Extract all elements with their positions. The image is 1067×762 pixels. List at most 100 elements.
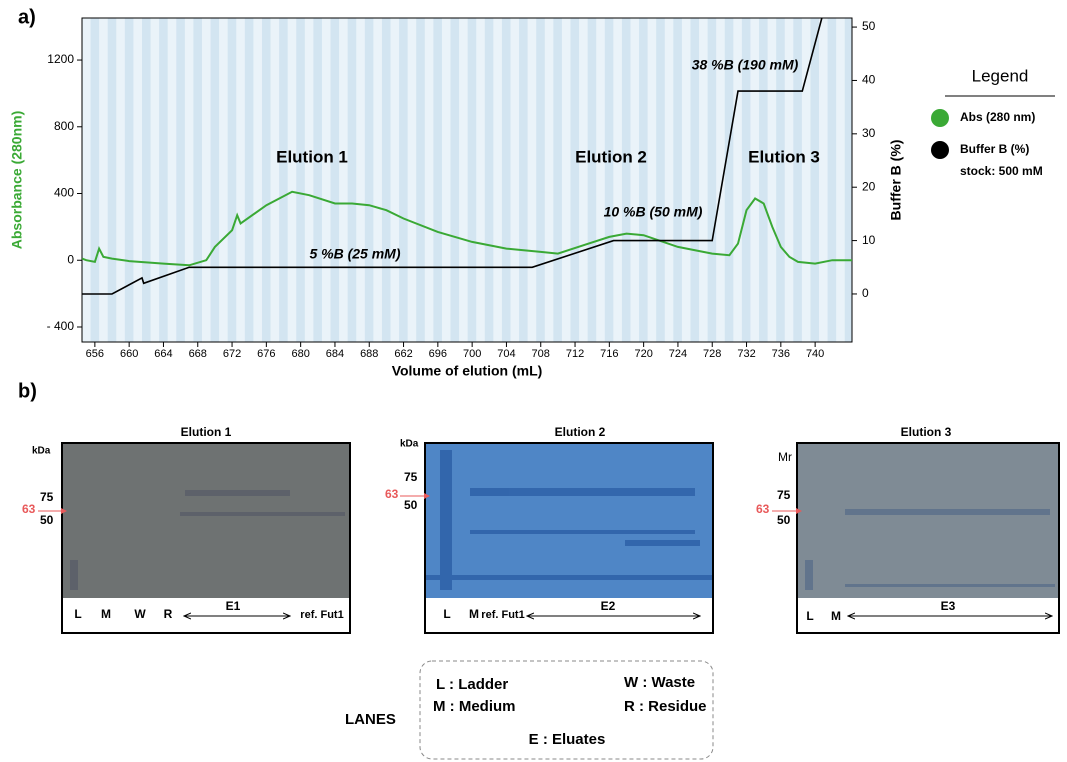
stripe	[124, 18, 134, 342]
legend-label: Abs (280 nm)	[960, 110, 1035, 124]
y-tick-label: 800	[54, 119, 74, 133]
x-tick-label: 728	[703, 348, 721, 360]
x-tick-label: 662	[394, 348, 412, 360]
reference-label: 63	[385, 487, 399, 501]
lane-label: ref. Fut1	[481, 609, 524, 621]
gel-bands	[70, 490, 345, 590]
gel-frame	[61, 442, 351, 634]
marker-label: 75	[40, 490, 54, 504]
lane-label: R	[164, 607, 173, 621]
x-tick-label: 656	[86, 348, 104, 360]
stripe	[433, 18, 442, 342]
x-tick-label: 708	[532, 348, 550, 360]
plot-background	[82, 18, 852, 342]
lane-label: E3	[941, 599, 956, 613]
series-group	[82, 18, 852, 295]
y2-tick-label: 20	[862, 179, 876, 193]
stripe	[261, 18, 271, 342]
x-tick-label: 660	[120, 348, 138, 360]
gel-bands	[805, 509, 1055, 590]
x-tick-label: 688	[360, 348, 378, 360]
marker-unit: kDa	[400, 439, 419, 450]
stripe	[741, 18, 751, 342]
stripe	[364, 18, 374, 342]
lane-label: L	[443, 607, 450, 621]
x-tick-label: 720	[634, 348, 652, 360]
lanes-legend-entry: E : Eluates	[529, 731, 606, 748]
gel-title: Elution 1	[181, 425, 232, 439]
gel-image	[425, 443, 713, 598]
marker-label: 50	[777, 513, 791, 527]
lanes-legend-title: LANES	[345, 711, 396, 728]
stripe	[776, 18, 785, 342]
marker-label: 75	[404, 470, 418, 484]
stripe	[193, 18, 202, 342]
stripe	[810, 18, 820, 342]
gel-title: Elution 3	[901, 425, 952, 439]
marker-label: 75	[777, 488, 791, 502]
stripe	[707, 18, 717, 342]
plot-area	[82, 18, 852, 342]
stripe	[553, 18, 562, 342]
legend-note: stock: 500 mM	[960, 164, 1043, 178]
stripe	[501, 18, 511, 342]
stripe	[90, 18, 100, 342]
gel-image	[797, 443, 1059, 598]
stripe	[793, 18, 802, 342]
marker-label: 50	[40, 513, 54, 527]
stripe	[690, 18, 700, 342]
x-tick-label: 684	[326, 348, 344, 360]
legend-swatch	[931, 109, 949, 127]
gel-image	[62, 443, 350, 598]
annotation: Elution 3	[748, 147, 820, 166]
stripe	[107, 18, 117, 342]
y-tick-label: 0	[67, 252, 74, 266]
panel-label: a)	[18, 6, 36, 28]
y-axis-label: Absorbance (280nm)	[9, 111, 25, 249]
stripe	[210, 18, 220, 342]
y-tick-label: 1200	[47, 52, 74, 66]
lane-label: E1	[226, 599, 241, 613]
lane-label: ref. Fut1	[300, 609, 343, 621]
annotation: 5 %B (25 mM)	[309, 246, 400, 262]
plot-frame	[81, 17, 853, 343]
stripe	[227, 18, 237, 342]
y2-tick-label: 0	[862, 286, 869, 300]
stripe	[416, 18, 425, 342]
stripe	[381, 18, 391, 342]
stripe	[176, 18, 185, 342]
x-tick-label: 732	[737, 348, 755, 360]
x-tick-label: 700	[463, 348, 481, 360]
stripe	[279, 18, 288, 342]
stripe	[656, 18, 665, 342]
stripe	[759, 18, 768, 342]
x-tick-label: 724	[669, 348, 687, 360]
stripe	[141, 18, 151, 342]
stripe	[467, 18, 477, 342]
stripe	[587, 18, 597, 342]
stripe	[450, 18, 460, 342]
annotation: Elution 2	[575, 147, 647, 166]
stripe	[330, 18, 340, 342]
stripe	[621, 18, 631, 342]
x-tick-label: 664	[154, 348, 172, 360]
lanes-legend-box	[419, 660, 714, 760]
x-axis-label: Volume of elution (mL)	[392, 363, 543, 379]
lane-label: M	[101, 607, 111, 621]
stripe	[519, 18, 528, 342]
x-tick-label: 712	[566, 348, 584, 360]
y2-tick-label: 30	[862, 126, 876, 140]
series-line	[82, 18, 823, 295]
stripe	[724, 18, 734, 342]
annotation: Elution 1	[276, 147, 348, 166]
marker-label: 50	[404, 498, 418, 512]
stripe	[604, 18, 614, 342]
stripe	[347, 18, 357, 342]
stripe	[536, 18, 545, 342]
x-tick-label: 680	[291, 348, 309, 360]
lane-label: M	[831, 609, 841, 623]
stripe	[827, 18, 837, 342]
reference-label: 63	[756, 502, 770, 516]
x-tick-label: 716	[600, 348, 618, 360]
y-tick-label: - 400	[47, 319, 75, 333]
